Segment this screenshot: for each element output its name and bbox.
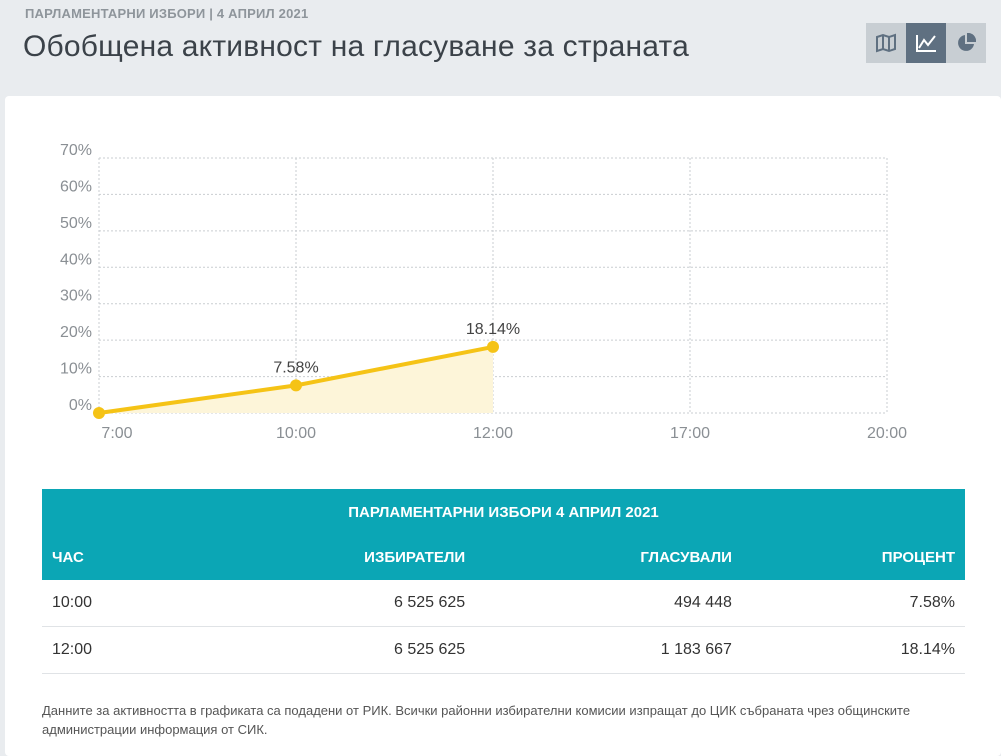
table-row: 12:00 6 525 625 1 183 667 18.14% bbox=[42, 626, 965, 674]
view-switcher bbox=[866, 23, 986, 63]
line-chart-view-button[interactable] bbox=[906, 23, 946, 63]
y-tick-label: 40% bbox=[60, 251, 92, 268]
column-header-voted: ГЛАСУВАЛИ bbox=[475, 535, 742, 580]
pie-chart-icon bbox=[958, 33, 976, 51]
data-label: 7.58% bbox=[273, 359, 318, 376]
data-point bbox=[487, 340, 499, 353]
y-tick-label: 30% bbox=[60, 288, 92, 305]
series-area bbox=[99, 346, 493, 413]
cell-voters: 6 525 625 bbox=[185, 580, 476, 627]
x-tick-label: 20:00 bbox=[867, 425, 907, 442]
x-tick-label: 7:00 bbox=[101, 425, 132, 442]
cell-hour: 12:00 bbox=[42, 626, 186, 674]
y-tick-label: 20% bbox=[60, 324, 92, 341]
y-tick-label: 50% bbox=[60, 215, 92, 232]
x-tick-label: 10:00 bbox=[276, 425, 316, 442]
footnote: Данните за активността в графиката са по… bbox=[42, 703, 911, 737]
data-point bbox=[93, 407, 105, 419]
cell-voted: 1 183 667 bbox=[475, 626, 742, 674]
content-card: 70% 60% 50% 40% 30% 20% 10% 0% 7:00 10:00 12:00 17:… bbox=[5, 96, 1001, 756]
cell-percent: 7.58% bbox=[741, 580, 965, 627]
cell-voters: 6 525 625 bbox=[185, 626, 476, 674]
y-tick-label: 70% bbox=[60, 142, 92, 159]
turnout-table: ПАРЛАМЕНТАРНИ ИЗБОРИ 4 АПРИЛ 2021 ЧАС ИЗ… bbox=[42, 489, 965, 674]
cell-hour: 10:00 bbox=[42, 580, 186, 627]
cell-percent: 18.14% bbox=[741, 626, 965, 674]
column-header-percent: ПРОЦЕНТ bbox=[741, 535, 965, 580]
column-header-voters: ИЗБИРАТЕЛИ bbox=[185, 535, 476, 580]
y-tick-label: 10% bbox=[60, 361, 92, 378]
map-view-button[interactable] bbox=[866, 23, 906, 63]
pie-chart-view-button[interactable] bbox=[946, 23, 986, 63]
turnout-chart: 70% 60% 50% 40% 30% 20% 10% 0% 7:00 10:00 12:00 17:… bbox=[60, 142, 907, 442]
page-title: Обобщена активност на гласуване за стран… bbox=[23, 30, 690, 63]
y-tick-label: 0% bbox=[69, 397, 92, 414]
x-tick-label: 12:00 bbox=[473, 425, 513, 442]
data-label: 18.14% bbox=[466, 321, 520, 338]
column-header-hour: ЧАС bbox=[42, 535, 186, 580]
page-subtitle: ПАРЛАМЕНТАРНИ ИЗБОРИ | 4 АПРИЛ 2021 bbox=[25, 6, 309, 21]
map-icon bbox=[876, 33, 896, 53]
cell-voted: 494 448 bbox=[475, 580, 742, 627]
y-tick-label: 60% bbox=[60, 178, 92, 195]
table-caption: ПАРЛАМЕНТАРНИ ИЗБОРИ 4 АПРИЛ 2021 bbox=[42, 489, 965, 535]
table-row: 10:00 6 525 625 494 448 7.58% bbox=[42, 580, 965, 627]
line-chart-icon bbox=[916, 35, 936, 52]
x-tick-label: 17:00 bbox=[670, 425, 710, 442]
data-point bbox=[290, 379, 302, 392]
